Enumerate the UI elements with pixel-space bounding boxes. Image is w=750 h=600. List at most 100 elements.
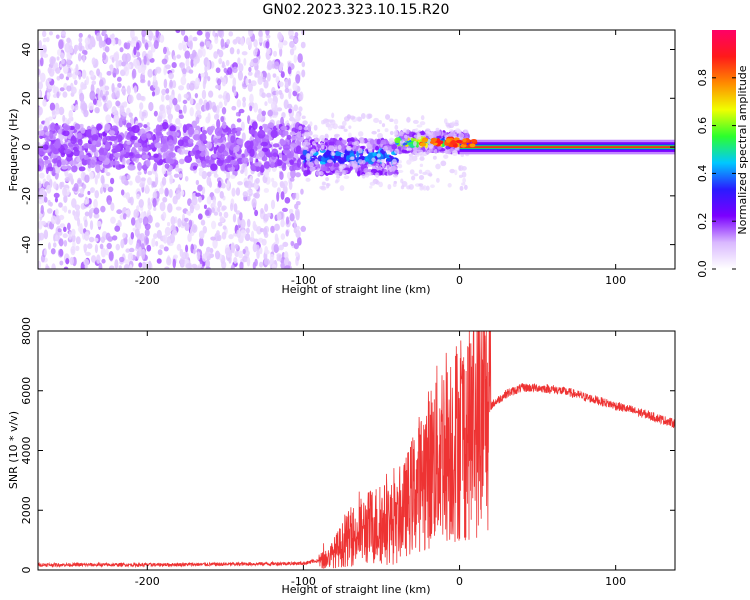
spectrogram-cell [311,140,316,146]
spectrogram-cell [434,130,442,137]
spectrogram-cell [366,164,372,168]
spectrogram-cell [254,162,262,167]
spectrogram-cell [159,34,165,43]
spectrogram-cell [251,198,257,208]
spectrogram-cell [307,124,312,132]
spectrogram-cell [53,242,57,248]
spectrogram-cell [391,158,397,165]
spectrogram-cell [122,112,128,117]
spectrogram-cell [169,79,173,89]
spectrogram-cell [161,94,165,103]
spectrogram-cell [317,167,321,171]
spectrogram-cell [47,116,53,121]
spectrogram-cell [399,141,403,146]
spectrogram-cell [54,197,59,203]
spectrogram-cell [236,229,241,239]
spectrogram-cell [419,163,424,168]
spectrogram-cell [172,195,178,205]
spectrogram-cell [63,148,72,155]
spectrogram-cell [116,209,123,215]
spectrogram-cell [241,132,246,142]
spectrogram-cell [242,96,246,103]
spectrogram-cell [430,137,437,143]
spectrogram-cell [194,265,198,269]
spectrogram-cell [289,177,295,182]
spectrogram-cell [126,85,131,95]
spectrogram-cell [410,154,414,158]
spectrogram-ylabel: Frequency (Hz) [7,109,20,192]
spectrogram-cell [331,112,335,119]
spectrogram-cell [216,118,221,129]
spectrogram-cell [293,219,297,230]
spectrogram-cell [278,81,284,88]
spectrogram-cell [129,152,134,157]
spectrogram-cell [253,102,259,113]
spectrogram-cell [283,257,290,267]
spectrogram-cell [230,264,235,269]
spectrogram-cell [205,40,211,48]
spectrogram-cell [63,194,68,203]
spectrogram-cell [257,172,261,177]
spectrogram-cell [155,124,161,133]
spectrogram-cell [43,196,48,203]
spectrogram-cell [126,122,132,129]
spectrogram-cell [252,261,256,269]
spectrogram-cell [412,140,417,147]
spectrogram-cell [104,85,110,91]
spectrogram-cell [238,250,244,259]
spectrogram-cell [309,121,313,127]
spectrogram-cell [235,210,241,215]
spectrogram-cell [348,132,352,138]
spectrogram-cell [218,101,223,109]
spectrogram-cell [45,36,50,43]
spectrogram-cell [428,147,433,153]
spectrogram-cell [339,164,346,170]
spectrogram-cell [264,245,269,255]
spectrogram-cell [101,258,106,264]
spectrogram-cell [159,201,166,212]
spectrogram-cell [229,202,234,212]
spectrogram-cell [319,134,326,141]
spectrogram-cell [79,188,85,195]
spectrogram-cell [321,120,325,125]
spectrogram-cell [56,159,62,168]
spectrogram-cell [64,42,71,53]
spectrogram-cell [170,216,176,226]
spectrogram-cell [73,44,79,52]
spectrogram-cell [59,248,64,257]
spectrogram-cell [267,109,274,117]
spectrogram-cell [293,38,299,43]
spectrogram-cell [93,207,100,215]
spectrogram-cell [189,82,195,91]
spectrogram-cell [414,152,420,157]
spectrogram-x-ticks: -200 -100 0 100 [135,30,626,287]
spectrogram-cell [84,263,88,269]
spectrogram-cell [199,41,205,47]
spectrogram-cell [343,175,350,180]
spectrogram-cell [106,100,113,109]
spectrogram-cell [372,143,376,150]
spectrogram-cell [125,192,131,200]
spectrogram-cell [63,266,69,269]
spectrogram-cell [353,140,360,147]
spectrogram-cell [348,125,352,129]
spectrogram-cell [130,39,137,48]
spectrogram-cell [210,236,216,241]
spectrogram-cell [248,30,254,37]
spectrogram-cell [198,145,206,152]
spectrogram-cell [270,225,275,234]
spectrogram-cell [287,66,292,75]
spectrogram-cell [171,230,178,236]
spectrogram-cell [70,136,77,145]
spectrogram-cell [102,95,106,101]
spectrogram-cell [394,148,400,154]
spectrogram-cell [219,190,224,199]
spectrogram-cell [53,192,60,198]
spectrogram-cell [368,148,373,153]
spectrogram-cell [300,225,307,232]
spectrogram-cell [199,133,207,142]
y-tick-label: 0 [20,144,33,151]
spectrogram-cell [148,101,154,112]
spectrogram-cell [191,196,198,206]
spectrogram-cell [108,130,116,135]
